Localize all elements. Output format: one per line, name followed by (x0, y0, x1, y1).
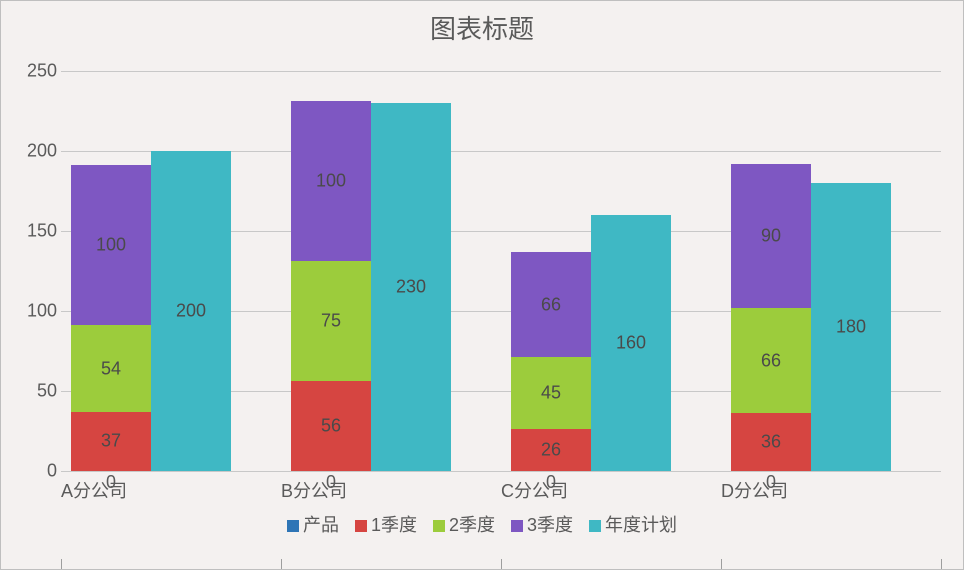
bar-segment-q3: 100 (291, 101, 371, 261)
x-category-label: D分公司 (721, 477, 841, 503)
gridline (61, 71, 941, 72)
bottom-tick (61, 559, 62, 569)
bar-segment-q2: 75 (291, 261, 371, 381)
plan-bar-label: 230 (371, 277, 451, 298)
plan-bar: 160 (591, 215, 671, 471)
legend-item-q1: 1季度 (355, 511, 417, 537)
legend-item-q2: 2季度 (433, 511, 495, 537)
y-tick-label: 200 (21, 141, 57, 162)
bar-segment-label: 66 (511, 294, 591, 315)
y-tick-label: 50 (21, 381, 57, 402)
bottom-tick (941, 559, 942, 569)
legend-swatch (511, 520, 523, 532)
plan-bar-label: 180 (811, 317, 891, 338)
bar-segment-q2: 54 (71, 325, 151, 411)
y-tick-label: 250 (21, 61, 57, 82)
bar-segment-label: 45 (511, 383, 591, 404)
bar-segment-label: 36 (731, 432, 811, 453)
bar-segment-label: 100 (291, 171, 371, 192)
legend-label: 产品 (303, 515, 339, 535)
bar-segment-q2: 66 (731, 308, 811, 414)
x-category-label: B分公司 (281, 477, 401, 503)
bar-segment-label: 100 (71, 235, 151, 256)
bottom-tick (721, 559, 722, 569)
legend-swatch (287, 520, 299, 532)
y-tick-label: 100 (21, 301, 57, 322)
plan-bar-label: 160 (591, 333, 671, 354)
legend-swatch (589, 520, 601, 532)
legend-label: 1季度 (371, 515, 417, 535)
legend-item-product: 产品 (287, 511, 339, 537)
legend-item-plan: 年度计划 (589, 511, 677, 537)
bar-segment-q2: 45 (511, 357, 591, 429)
legend-swatch (433, 520, 445, 532)
bar-segment-q1: 26 (511, 429, 591, 471)
plot-area: 3754100020056751000230264566016036669001… (61, 71, 941, 471)
legend-label: 3季度 (527, 515, 573, 535)
bottom-tick (501, 559, 502, 569)
plan-bar: 180 (811, 183, 891, 471)
y-tick-label: 150 (21, 221, 57, 242)
bar-segment-label: 37 (71, 431, 151, 452)
legend-label: 2季度 (449, 515, 495, 535)
x-category-label: A分公司 (61, 477, 181, 503)
plan-bar: 230 (371, 103, 451, 471)
bar-segment-q1: 36 (731, 413, 811, 471)
legend-label: 年度计划 (605, 515, 677, 535)
plan-bar-label: 200 (151, 301, 231, 322)
bar-segment-label: 75 (291, 311, 371, 332)
bar-segment-q1: 56 (291, 381, 371, 471)
bar-segment-q3: 66 (511, 252, 591, 358)
bottom-tick-marks (1, 557, 963, 569)
bar-segment-label: 56 (291, 416, 371, 437)
bar-segment-label: 90 (731, 225, 811, 246)
legend: 产品 1季度 2季度 3季度 年度计划 (1, 511, 963, 537)
plan-bar: 200 (151, 151, 231, 471)
bar-segment-label: 54 (71, 358, 151, 379)
bar-segment-label: 26 (511, 440, 591, 461)
legend-item-q3: 3季度 (511, 511, 573, 537)
bottom-tick (281, 559, 282, 569)
x-category-label: C分公司 (501, 477, 621, 503)
chart-title: 图表标题 (1, 9, 963, 46)
bar-segment-q3: 90 (731, 164, 811, 308)
bar-segment-q3: 100 (71, 165, 151, 325)
bar-segment-label: 66 (731, 350, 811, 371)
legend-swatch (355, 520, 367, 532)
bar-segment-q1: 37 (71, 412, 151, 471)
y-tick-label: 0 (21, 461, 57, 482)
chart-container: 图表标题 37541000200567510002302645660160366… (0, 0, 964, 570)
